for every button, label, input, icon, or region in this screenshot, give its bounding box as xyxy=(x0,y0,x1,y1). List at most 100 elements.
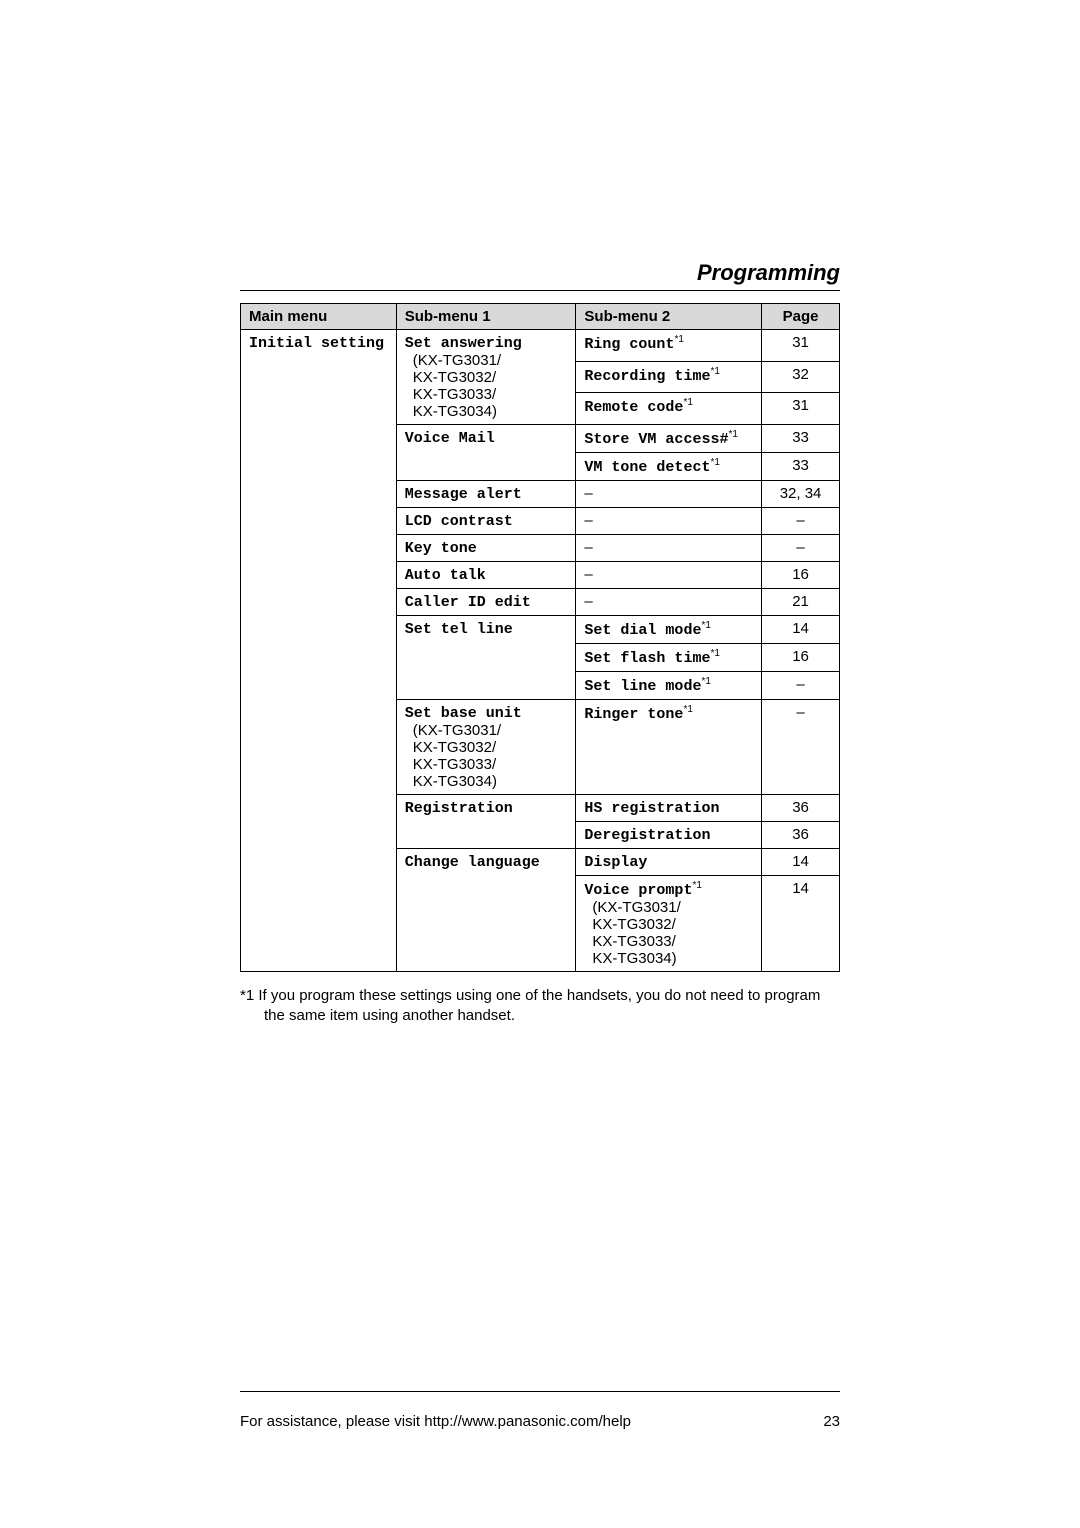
sub1-key-tone: Key tone xyxy=(405,540,477,557)
cell-sub1: Key tone xyxy=(396,535,576,562)
header-sub2: Sub-menu 2 xyxy=(576,304,762,330)
sub1-lcd-contrast: LCD contrast xyxy=(405,513,513,530)
cell-page: 32, 34 xyxy=(762,481,840,508)
cell-sub2: – xyxy=(576,508,762,535)
cell-page: 14 xyxy=(762,849,840,876)
sub1-registration: Registration xyxy=(405,800,513,817)
models-text: (KX-TG3031/ KX-TG3032/ KX-TG3033/ KX-TG3… xyxy=(584,899,753,967)
sub2-recording-time: Recording time xyxy=(584,368,710,385)
cell-main-menu: Initial setting xyxy=(241,330,397,972)
star-ref: *1 xyxy=(701,620,710,631)
sub1-message-alert: Message alert xyxy=(405,486,522,503)
cell-sub2: Set flash time*1 xyxy=(576,644,762,672)
header-page: Page xyxy=(762,304,840,330)
cell-sub2: – xyxy=(576,589,762,616)
sub1-voice-mail: Voice Mail xyxy=(405,430,495,447)
cell-page: 16 xyxy=(762,644,840,672)
section-title: Programming xyxy=(240,260,840,286)
star-ref: *1 xyxy=(692,880,701,891)
star-ref: *1 xyxy=(710,457,719,468)
star-ref: *1 xyxy=(683,397,692,408)
cell-page: 31 xyxy=(762,393,840,425)
cell-sub1: Change language xyxy=(396,849,576,972)
footer-page-number: 23 xyxy=(823,1413,840,1430)
star-ref: *1 xyxy=(710,648,719,659)
cell-page: 14 xyxy=(762,616,840,644)
sub1-set-answering: Set answering xyxy=(405,335,522,352)
main-menu-label: Initial setting xyxy=(249,335,384,352)
star-ref: *1 xyxy=(701,676,710,687)
sub2-ringer-tone: Ringer tone xyxy=(584,706,683,723)
cell-sub2: Display xyxy=(576,849,762,876)
star-ref: *1 xyxy=(683,704,692,715)
sub2-hs-registration: HS registration xyxy=(584,800,719,817)
sub1-set-tel-line: Set tel line xyxy=(405,621,513,638)
sub2-set-line-mode: Set line mode xyxy=(584,678,701,695)
cell-sub2: – xyxy=(576,562,762,589)
sub2-store-vm: Store VM access# xyxy=(584,431,728,448)
cell-page: 21 xyxy=(762,589,840,616)
cell-page: – xyxy=(762,508,840,535)
star-ref: *1 xyxy=(728,429,737,440)
sub2-ring-count: Ring count xyxy=(584,336,674,353)
cell-sub2: Recording time*1 xyxy=(576,361,762,393)
footer-assist: For assistance, please visit http://www.… xyxy=(240,1413,631,1430)
cell-page: 16 xyxy=(762,562,840,589)
star-ref: *1 xyxy=(674,334,683,345)
cell-sub1: Registration xyxy=(396,795,576,849)
sub2-display: Display xyxy=(584,854,647,871)
cell-page: 33 xyxy=(762,453,840,481)
cell-page: – xyxy=(762,700,840,795)
cell-sub2: Ring count*1 xyxy=(576,330,762,362)
cell-page: 33 xyxy=(762,425,840,453)
cell-sub2: Store VM access#*1 xyxy=(576,425,762,453)
models-text: (KX-TG3031/ KX-TG3032/ KX-TG3033/ KX-TG3… xyxy=(405,722,568,790)
page-container: Programming Main menu Sub-menu 1 Sub-men… xyxy=(0,0,1080,1528)
cell-sub1: Message alert xyxy=(396,481,576,508)
cell-sub1: Set tel line xyxy=(396,616,576,700)
cell-sub1: Caller ID edit xyxy=(396,589,576,616)
footnote: *1 If you program these settings using o… xyxy=(240,986,840,1027)
sub1-auto-talk: Auto talk xyxy=(405,567,486,584)
cell-sub2: Remote code*1 xyxy=(576,393,762,425)
header-sub1: Sub-menu 1 xyxy=(396,304,576,330)
cell-page: 36 xyxy=(762,795,840,822)
cell-sub1: Set answering (KX-TG3031/ KX-TG3032/ KX-… xyxy=(396,330,576,425)
sub2-set-dial-mode: Set dial mode xyxy=(584,622,701,639)
sub2-vm-tone: VM tone detect xyxy=(584,459,710,476)
cell-sub2: VM tone detect*1 xyxy=(576,453,762,481)
cell-sub2: Set dial mode*1 xyxy=(576,616,762,644)
cell-sub1: Set base unit (KX-TG3031/ KX-TG3032/ KX-… xyxy=(396,700,576,795)
footer-rule xyxy=(240,1391,840,1392)
sub2-remote-code: Remote code xyxy=(584,399,683,416)
sub1-set-base-unit: Set base unit xyxy=(405,705,522,722)
cell-page: 36 xyxy=(762,822,840,849)
cell-page: – xyxy=(762,535,840,562)
cell-sub2: – xyxy=(576,535,762,562)
title-rule xyxy=(240,290,840,291)
footer: For assistance, please visit http://www.… xyxy=(240,1413,840,1430)
table-row: Initial setting Set answering (KX-TG3031… xyxy=(241,330,840,362)
sub1-caller-id-edit: Caller ID edit xyxy=(405,594,531,611)
cell-page: – xyxy=(762,672,840,700)
menu-table: Main menu Sub-menu 1 Sub-menu 2 Page Ini… xyxy=(240,303,840,972)
cell-sub2: Ringer tone*1 xyxy=(576,700,762,795)
cell-sub1: LCD contrast xyxy=(396,508,576,535)
cell-sub1: Voice Mail xyxy=(396,425,576,481)
cell-sub2: Set line mode*1 xyxy=(576,672,762,700)
cell-sub2: – xyxy=(576,481,762,508)
sub2-voice-prompt: Voice prompt xyxy=(584,882,692,899)
cell-sub2: Deregistration xyxy=(576,822,762,849)
header-main: Main menu xyxy=(241,304,397,330)
sub1-change-language: Change language xyxy=(405,854,540,871)
sub2-deregistration: Deregistration xyxy=(584,827,710,844)
table-header-row: Main menu Sub-menu 1 Sub-menu 2 Page xyxy=(241,304,840,330)
cell-sub2: Voice prompt*1 (KX-TG3031/ KX-TG3032/ KX… xyxy=(576,876,762,972)
cell-page: 32 xyxy=(762,361,840,393)
cell-page: 31 xyxy=(762,330,840,362)
models-text: (KX-TG3031/ KX-TG3032/ KX-TG3033/ KX-TG3… xyxy=(405,352,568,420)
sub2-set-flash-time: Set flash time xyxy=(584,650,710,667)
cell-sub2: HS registration xyxy=(576,795,762,822)
star-ref: *1 xyxy=(710,366,719,377)
cell-page: 14 xyxy=(762,876,840,972)
